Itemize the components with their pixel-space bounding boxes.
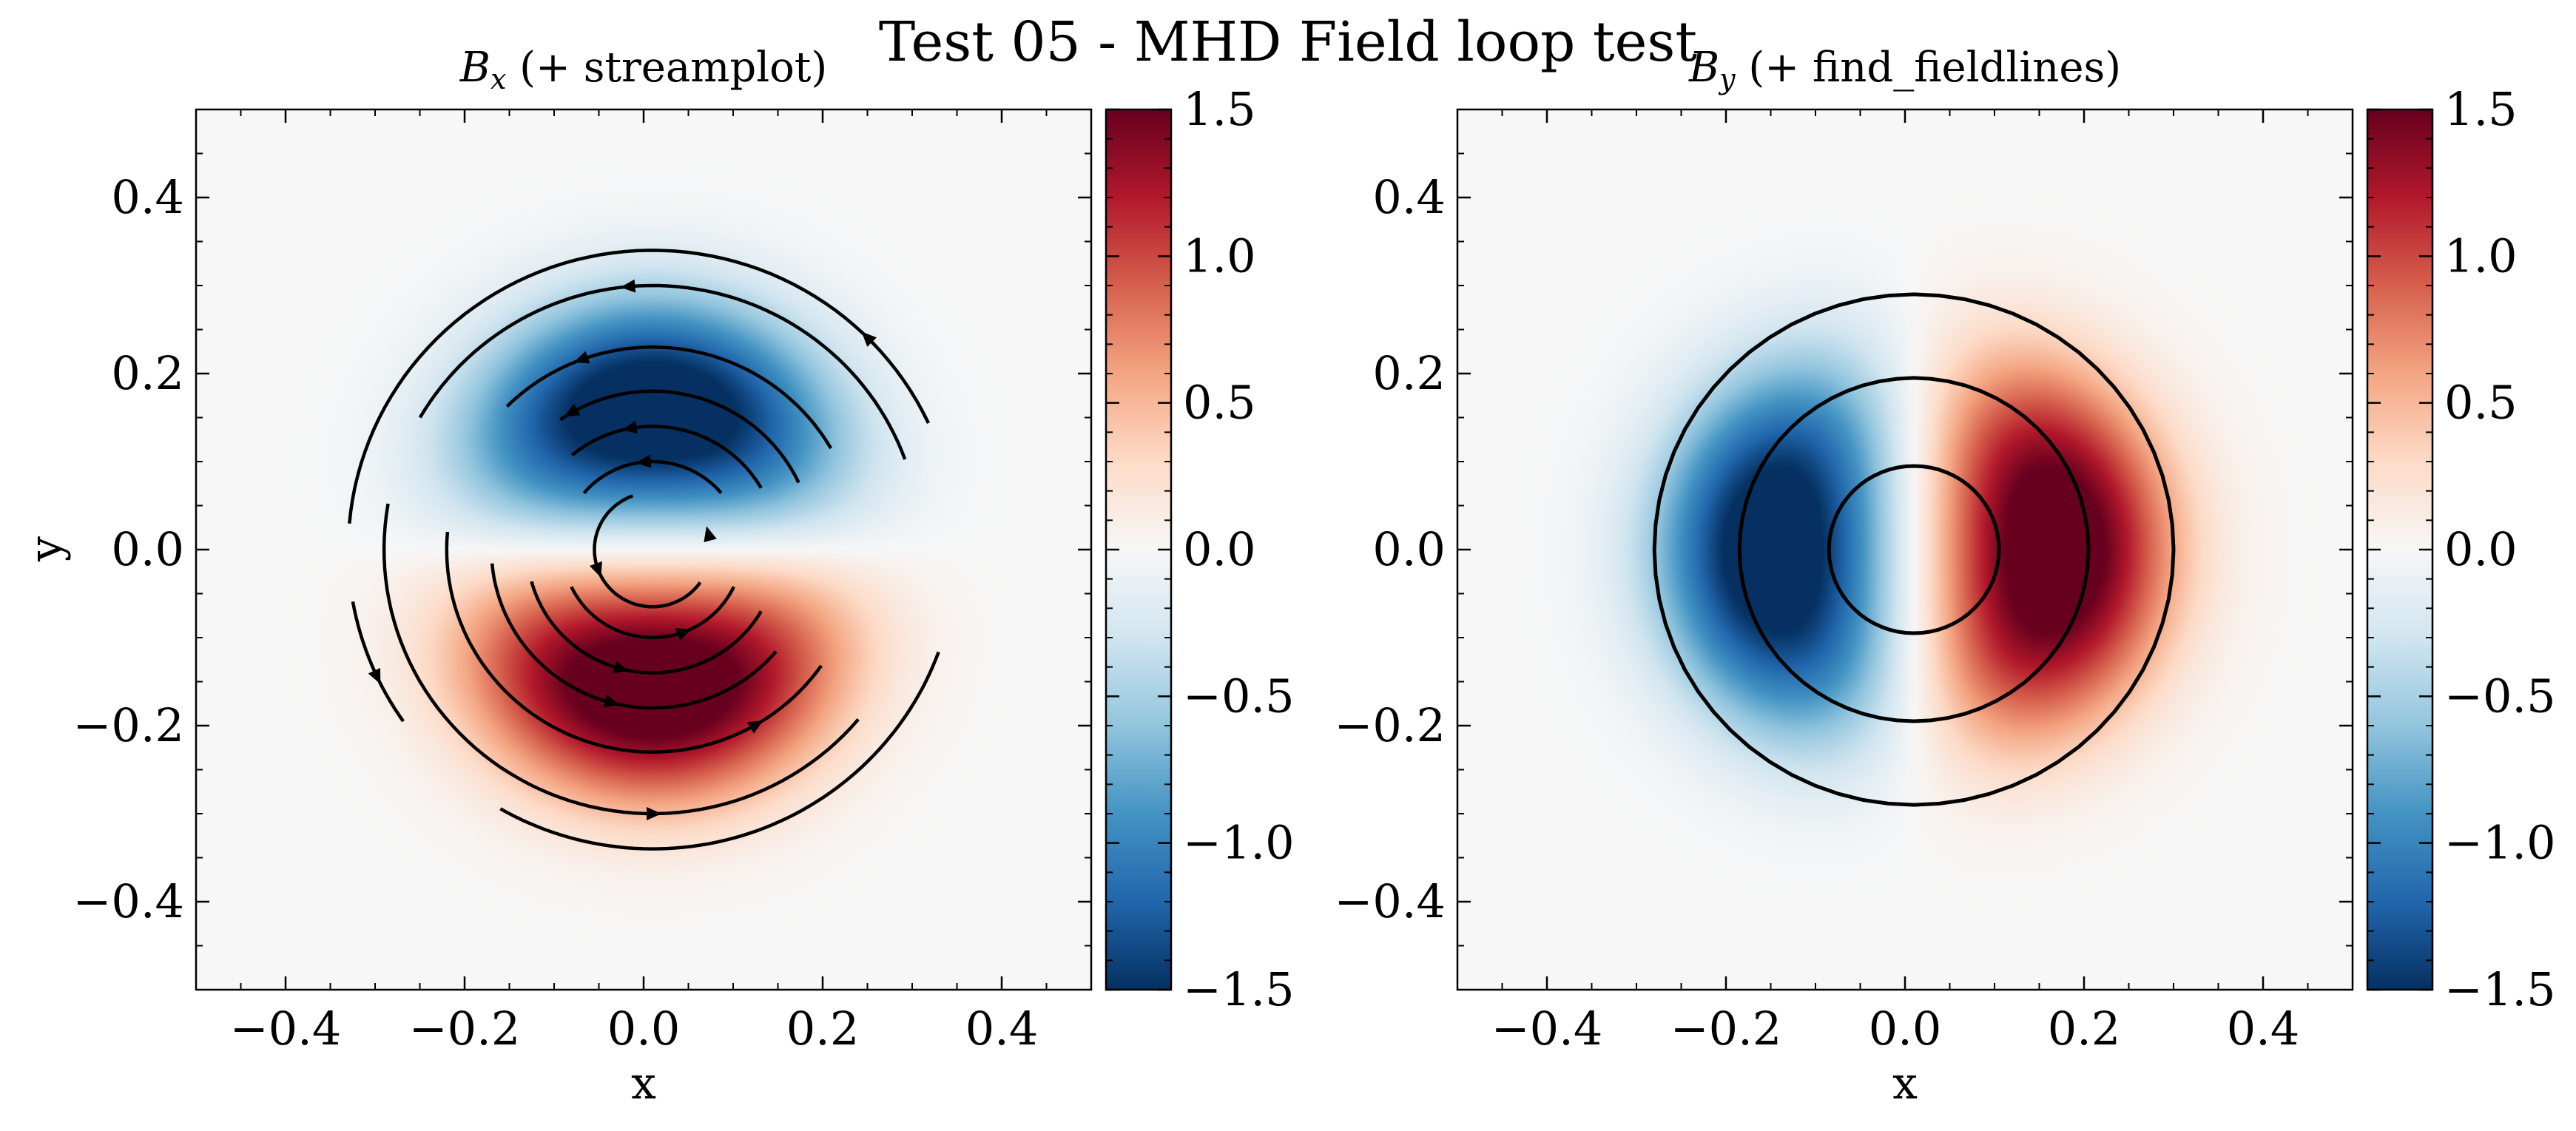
colorbar-tick-label: 0.5 <box>1183 376 1256 430</box>
bx-panel: Bx (+ streamplot) −0.4 −0.2 0.0 0.2 0.4−0.4−… <box>20 44 1295 1110</box>
bx-xlabel: x <box>631 1058 656 1110</box>
bx-colorbar: 1.5 1.0 0.5 0.0 −0.5 −1.0 −1.5 <box>1105 82 1295 1016</box>
colorbar-tick-label: 1.5 <box>2444 82 2518 136</box>
colorbar-tick-label: −1.0 <box>1183 816 1295 870</box>
colorbar-tick-label: 0.5 <box>2444 376 2518 430</box>
colorbar-tick-label: −0.5 <box>2444 669 2556 723</box>
streamline-arrow <box>647 807 662 820</box>
x-tick-label: −0.2 <box>1670 1002 1782 1056</box>
bx-axes: −0.4 −0.2 0.0 0.2 0.4 −0.4 −0.2 0.0 0.2 0.4 <box>73 108 1093 1056</box>
by-panel-title: By (+ find_fieldlines) <box>1688 44 2121 95</box>
streamline <box>418 283 907 460</box>
fieldline <box>1737 376 2091 723</box>
streamline <box>530 581 763 675</box>
y-tick-label: −0.4 <box>1334 874 1446 928</box>
by-xlabel: x <box>1892 1058 1918 1110</box>
fieldline <box>1827 464 2001 635</box>
by-axes: −0.4 −0.2 0.0 0.2 0.4 −0.4 −0.2 0.0 0.2 0.4 <box>1334 108 2354 1056</box>
x-tick-label: 0.4 <box>965 1002 1039 1056</box>
x-tick-label: 0.2 <box>2048 1002 2121 1056</box>
streamline-arrow <box>621 420 638 434</box>
streamline-arrow <box>573 351 590 364</box>
streamline-arrow <box>635 454 652 468</box>
x-tick-label: 0.0 <box>1869 1002 1942 1056</box>
y-tick-label: 0.4 <box>1372 170 1446 224</box>
y-tick-label: −0.2 <box>73 698 184 752</box>
streamline-arrow <box>704 526 717 542</box>
x-tick-label: −0.4 <box>230 1002 342 1056</box>
streamline <box>593 494 702 609</box>
colorbar-tick-label: 1.0 <box>1183 229 1256 283</box>
by-panel: By (+ find_fieldlines) −0.4 −0.2 0.0 0.2 0.4… <box>1334 44 2555 1110</box>
colorbar-tick-label: 1.0 <box>2444 229 2518 283</box>
y-tick-label: 0.2 <box>1372 346 1446 400</box>
by-colorbar: 1.5 1.0 0.5 0.0 −0.5 −1.0 −1.5 <box>2366 82 2556 1016</box>
bx-heatmap <box>196 109 1091 990</box>
streamline-arrow <box>746 720 763 734</box>
streamline-arrow <box>620 279 636 293</box>
streamline <box>348 249 931 524</box>
field-image-1 <box>1457 109 2353 990</box>
colorbar-tick-label: 1.5 <box>1183 82 1256 136</box>
colorbar-tick-label: −1.5 <box>2444 962 2556 1016</box>
colorbar-tick-label: 0.0 <box>2444 522 2518 576</box>
by-fieldlines <box>1652 292 2176 807</box>
y-tick-label: −0.2 <box>1334 698 1446 752</box>
figure-title: Test 05 - MHD Field loop test <box>879 10 1698 74</box>
streamline <box>570 425 763 489</box>
x-tick-label: 0.0 <box>607 1002 681 1056</box>
colorbar-tick-label: −1.5 <box>1183 962 1295 1016</box>
streamline-arrow <box>564 403 581 417</box>
streamline-arrow <box>590 561 602 578</box>
x-tick-label: 0.4 <box>2227 1002 2300 1056</box>
streamline <box>582 459 723 495</box>
streamline-arrow <box>675 628 692 641</box>
by-heatmap <box>1457 109 2353 990</box>
bx-ylabel: y <box>20 536 72 562</box>
streamline <box>351 601 405 723</box>
colorbar-tick-label: −0.5 <box>1183 669 1295 723</box>
x-tick-label: 0.2 <box>786 1002 860 1056</box>
streamline-arrow <box>861 331 877 347</box>
field-image-0 <box>196 109 1091 990</box>
bx-streamplot <box>348 249 940 851</box>
streamline <box>559 389 800 484</box>
streamline <box>505 345 833 450</box>
y-tick-label: 0.0 <box>111 522 184 576</box>
fieldline <box>1652 292 2176 807</box>
y-tick-label: −0.4 <box>73 874 184 928</box>
colorbar-tick-label: −1.0 <box>2444 816 2556 870</box>
x-tick-label: −0.2 <box>409 1002 521 1056</box>
y-tick-label: 0.0 <box>1372 522 1446 576</box>
streamline-arrow <box>603 695 620 708</box>
streamline <box>490 563 778 710</box>
streamline-arrow <box>368 667 381 684</box>
bx-panel-title: Bx (+ streamplot) <box>459 44 827 95</box>
x-tick-label: −0.4 <box>1491 1002 1603 1056</box>
colorbar-tick-label: 0.0 <box>1183 522 1256 576</box>
y-tick-label: 0.2 <box>111 346 184 400</box>
streamline <box>382 503 860 816</box>
y-tick-label: 0.4 <box>111 170 184 224</box>
streamline-arrow <box>613 661 629 674</box>
streamline <box>499 651 940 851</box>
streamline <box>570 586 735 640</box>
